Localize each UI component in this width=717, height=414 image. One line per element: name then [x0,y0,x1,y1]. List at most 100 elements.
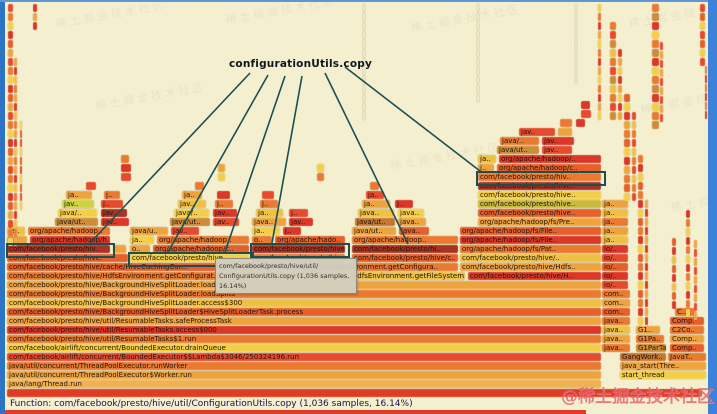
flame-frame[interactable] [33,13,37,21]
flame-frame[interactable] [705,102,707,110]
flame-frame[interactable] [14,139,17,147]
flame-frame[interactable] [477,13,479,21]
flame-frame[interactable] [610,103,616,111]
flame-frame[interactable]: com/facebook/presto/hive.. [478,209,601,217]
flame-frame[interactable] [700,49,705,57]
flame-frame[interactable] [638,317,643,325]
flame-frame[interactable] [638,218,643,226]
flame-frame[interactable] [624,184,630,192]
flame-frame[interactable] [20,130,22,138]
flame-frame[interactable] [672,301,676,309]
flame-frame[interactable] [477,76,479,84]
flame-frame[interactable] [700,31,705,39]
flame-frame[interactable] [705,111,707,119]
flame-frame[interactable] [652,4,659,12]
flame-frame[interactable]: org/apache/hado.. [275,236,345,244]
flame-frame[interactable] [8,76,13,84]
flame-frame[interactable] [694,249,697,257]
flame-frame[interactable] [632,148,636,156]
flame-frame[interactable] [705,93,707,101]
flame-frame[interactable]: java.. [252,218,286,226]
flame-frame[interactable] [477,22,479,30]
flame-frame[interactable] [8,157,13,165]
flame-frame[interactable] [598,112,601,120]
flame-frame[interactable]: com/facebook/presto/hive.. [478,200,601,208]
flame-frame[interactable] [575,13,577,21]
flame-frame[interactable] [477,49,479,57]
flame-frame[interactable] [86,182,96,190]
flame-frame[interactable] [638,200,643,208]
flame-frame[interactable] [610,58,616,66]
flame-frame[interactable] [575,31,577,39]
flame-frame[interactable] [694,303,697,311]
flame-frame[interactable]: j.. [101,200,123,208]
flame-frame[interactable]: jav.. [519,128,555,136]
flame-frame[interactable]: java/lang/Thread.run [7,380,601,388]
flame-frame[interactable]: jav.. [101,218,129,226]
flame-frame[interactable] [694,267,697,275]
flame-frame[interactable] [8,175,13,183]
flame-frame[interactable]: com/facebook/presto/hive/c.. [352,254,458,262]
flame-frame[interactable] [8,139,13,147]
flame-frame[interactable] [632,112,636,120]
flame-frame[interactable]: com/facebook/airlift/concurrent/BoundedE… [7,344,601,352]
flame-frame[interactable] [598,76,601,84]
flame-frame[interactable] [660,78,663,86]
flame-frame[interactable] [645,218,648,226]
flame-frame[interactable]: ja.. [252,227,280,235]
flame-frame[interactable] [686,300,690,308]
flame-frame[interactable] [660,105,663,113]
flame-frame[interactable]: ja.. [256,209,283,217]
flame-frame[interactable] [14,211,17,219]
flame-frame[interactable] [645,236,648,244]
flame-frame[interactable]: jav.. [213,209,237,217]
flame-frame[interactable]: o.. [130,245,150,253]
flame-frame[interactable] [624,121,630,129]
flame-frame[interactable] [660,69,663,77]
flame-frame[interactable] [638,236,643,244]
flame-frame[interactable] [618,49,622,57]
flame-frame[interactable]: com/facebook/airlift/concurrent/BoundedE… [7,353,601,361]
flame-frame[interactable]: jav.. [289,218,313,226]
flame-frame[interactable] [113,245,126,253]
flame-frame[interactable] [8,121,13,129]
flame-frame[interactable] [610,67,616,75]
flame-frame[interactable] [610,85,616,93]
flame-frame[interactable]: JavaT.. [668,353,706,361]
flame-frame[interactable] [14,202,17,210]
flame-frame[interactable] [652,76,659,84]
flame-frame[interactable] [14,121,17,129]
flame-frame[interactable] [20,148,22,156]
flame-frame[interactable] [576,119,585,127]
flame-frame[interactable]: org/apache/hadoop.. [352,236,458,244]
flame-frame[interactable]: java/ut.. [497,146,539,154]
flame-frame[interactable] [624,166,630,174]
flame-frame[interactable]: java.. [602,335,630,343]
flame-frame[interactable] [598,58,601,66]
flame-frame[interactable] [652,40,659,48]
flame-frame[interactable] [477,67,479,75]
flame-frame[interactable] [700,4,705,12]
flame-frame[interactable] [20,202,22,210]
flame-frame[interactable]: java.. [358,209,394,217]
flame-frame[interactable]: java.. [399,227,429,235]
flame-frame[interactable]: com/facebook/presto/hive/.. [460,254,601,262]
flame-frame[interactable]: j.. [478,164,494,172]
flame-frame[interactable] [195,182,204,190]
flame-frame[interactable]: com/facebook/presto/hive.. [478,191,601,199]
flame-frame[interactable]: jav.. [542,146,572,154]
flame-frame[interactable] [672,283,676,291]
flame-frame[interactable] [632,130,636,138]
flame-frame[interactable] [660,42,663,50]
flame-frame[interactable]: java.. [398,209,424,217]
flame-frame[interactable]: io/.. [602,254,628,262]
flame-frame[interactable] [8,220,13,228]
flame-frame[interactable] [14,76,17,84]
flame-frame[interactable]: com.. [602,290,630,298]
flame-frame[interactable] [638,308,643,316]
flame-frame[interactable] [14,166,17,174]
flame-frame[interactable]: HdfsEnvironment.getFileSystem [350,272,465,280]
flame-frame[interactable] [686,237,690,245]
flame-frame[interactable]: ja.. [182,191,202,199]
flame-frame[interactable] [575,76,577,84]
